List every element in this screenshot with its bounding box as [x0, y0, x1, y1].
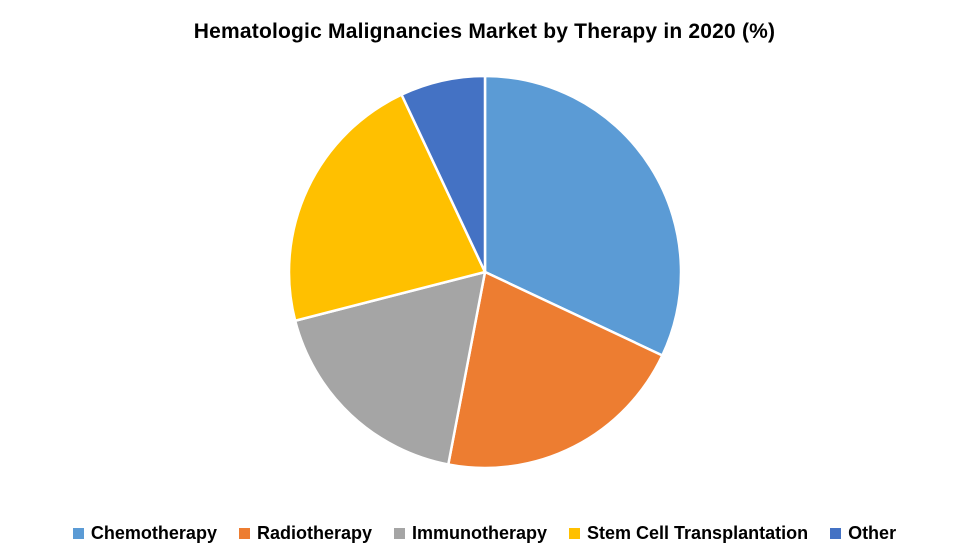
- pie-slice-other: [400, 74, 487, 274]
- legend-item-chemotherapy: Chemotherapy: [72, 522, 217, 544]
- pie-chart: [287, 74, 683, 470]
- legend-item-immunotherapy: Immunotherapy: [393, 522, 548, 544]
- legend-swatch-icon: [72, 527, 84, 539]
- pie-slice-radiotherapy: [447, 270, 664, 470]
- legend-label: Stem Cell Transplantation: [587, 522, 809, 543]
- legend-swatch-icon: [569, 527, 581, 539]
- legend-label: Chemotherapy: [90, 522, 217, 543]
- legend-item-radiotherapy: Radiotherapy: [238, 522, 372, 544]
- pie-slice-immunotherapy: [293, 270, 487, 466]
- legend-swatch-icon: [393, 527, 405, 539]
- legend-swatch-icon: [830, 527, 842, 539]
- pie-slice-stem-cell-transplantation: [287, 93, 487, 322]
- chart-title: Hematologic Malignancies Market by Thera…: [193, 20, 776, 43]
- legend-label: Immunotherapy: [411, 522, 548, 543]
- chart-legend: Chemotherapy Radiotherapy Immunotherapy Ste…: [0, 520, 969, 545]
- legend-label: Radiotherapy: [256, 522, 372, 543]
- legend-swatch-icon: [238, 527, 250, 539]
- pie-slice-chemotherapy: [483, 74, 683, 357]
- legend-item-stem-cell-transplantation: Stem Cell Transplantation: [569, 523, 808, 544]
- legend-label: Other: [848, 522, 897, 543]
- legend-item-other: Other: [830, 523, 896, 544]
